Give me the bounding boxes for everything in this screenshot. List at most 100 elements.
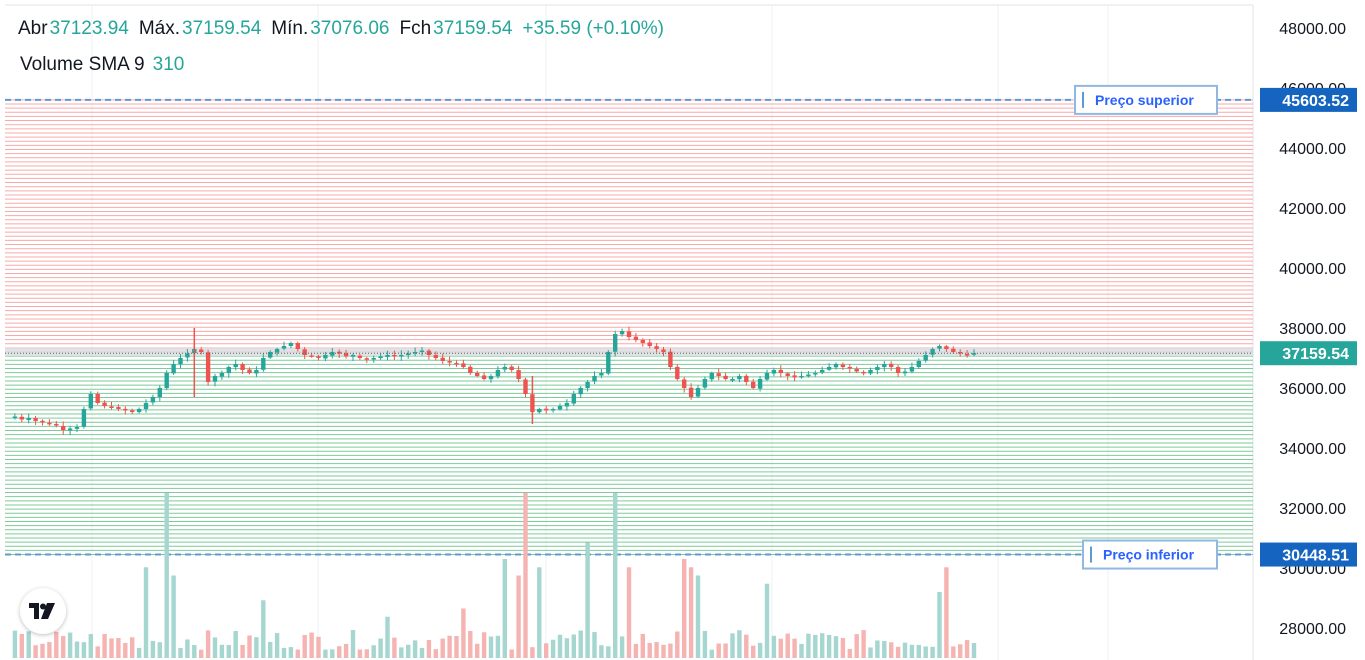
volume-bar	[123, 642, 128, 658]
volume-bar	[192, 645, 197, 658]
volume-bar	[447, 635, 452, 658]
volume-bar	[813, 634, 818, 658]
volume-bar	[136, 647, 142, 658]
volume-bar	[668, 643, 673, 658]
candle-body	[378, 356, 383, 358]
volume-bar	[868, 647, 873, 658]
candle-body	[419, 350, 425, 352]
volume-legend[interactable]: Volume SMA 9 310	[20, 54, 184, 76]
candle-body	[392, 355, 397, 357]
candle-body	[716, 373, 721, 376]
candle-body	[847, 366, 852, 369]
candle-body	[150, 397, 156, 403]
high-value: 37159.54	[182, 18, 262, 39]
volume-bar	[764, 583, 770, 658]
volume-bar	[833, 636, 839, 658]
volume-bar	[923, 646, 928, 658]
candle-body	[730, 379, 735, 381]
candle-body	[640, 339, 645, 343]
volume-bar	[433, 649, 438, 658]
candle-body	[212, 376, 218, 382]
volume-bar	[578, 630, 583, 658]
candle-body	[958, 352, 963, 354]
candle-body	[944, 346, 949, 349]
candle-body	[550, 409, 556, 411]
volume-bar	[226, 644, 231, 658]
candle-body	[274, 349, 280, 353]
candle-body	[971, 353, 977, 355]
candle-body	[592, 376, 597, 382]
volume-bar	[799, 643, 804, 658]
volume-bar	[530, 647, 535, 658]
candle-body	[412, 352, 418, 354]
volume-bar	[875, 640, 880, 658]
candle-body	[343, 353, 349, 357]
candle-body	[799, 376, 804, 378]
volume-bar	[971, 643, 977, 658]
volume-bar	[74, 641, 80, 658]
volume-bar	[164, 493, 169, 658]
candle-body	[571, 394, 576, 404]
y-tick-label: 38000.00	[1279, 321, 1346, 338]
candle-body	[688, 387, 694, 397]
candle-body	[502, 367, 507, 370]
volume-bar	[102, 633, 107, 658]
volume-bar	[557, 634, 563, 658]
candle-body	[468, 366, 473, 373]
volume-bar	[337, 646, 342, 658]
candle-body	[40, 420, 45, 423]
volume-bar	[647, 642, 652, 658]
candle-body	[744, 375, 749, 382]
volume-bar	[309, 632, 314, 658]
volume-bar	[509, 649, 514, 658]
candle-body	[757, 379, 763, 389]
volume-bar	[882, 641, 887, 658]
volume-bar	[502, 559, 507, 658]
candle-body	[585, 382, 590, 389]
candle-body	[233, 364, 238, 368]
candle-body	[523, 379, 528, 394]
volume-bar	[889, 642, 894, 658]
lower-price-label-box[interactable]	[1082, 539, 1218, 570]
volume-bar	[744, 634, 749, 658]
open-label: Abr	[18, 18, 48, 39]
candle-body	[633, 336, 639, 340]
last-price-tag-bg	[1260, 341, 1357, 366]
volume-bar	[723, 643, 728, 658]
upper-price-label-box[interactable]	[1074, 84, 1218, 115]
volume-bar	[371, 645, 376, 658]
volume-bar	[185, 639, 190, 658]
upper-price-tag: 45603.52	[1282, 93, 1349, 110]
volume-bar	[157, 642, 162, 658]
volume-bar	[40, 643, 45, 658]
volume-bar	[613, 493, 618, 658]
volume-bar	[357, 649, 363, 658]
volume-bar	[19, 633, 24, 658]
tradingview-logo-icon[interactable]	[20, 588, 66, 634]
change-value: +35.59 (+0.10%)	[522, 18, 664, 39]
volume-bar	[806, 633, 811, 658]
candle-body	[937, 346, 942, 349]
volume-bar	[964, 640, 970, 658]
volume-bar	[930, 646, 935, 658]
low-label: Mín.	[271, 18, 309, 39]
candle-body	[675, 366, 680, 379]
candle-body	[26, 418, 31, 421]
candle-body	[254, 370, 259, 374]
candle-body	[219, 373, 225, 377]
volume-bar	[495, 635, 501, 658]
candle-body	[964, 354, 970, 356]
volume-bar	[343, 643, 349, 658]
candle-body	[143, 403, 149, 410]
candle-body	[778, 369, 783, 373]
volume-bar	[219, 644, 225, 658]
candle-body	[668, 351, 673, 367]
volume-bar	[61, 636, 66, 658]
candle-body	[647, 342, 652, 346]
candle-body	[171, 364, 176, 374]
volume-bar	[475, 643, 480, 658]
candle-body	[371, 358, 376, 360]
candle-body	[840, 364, 846, 367]
